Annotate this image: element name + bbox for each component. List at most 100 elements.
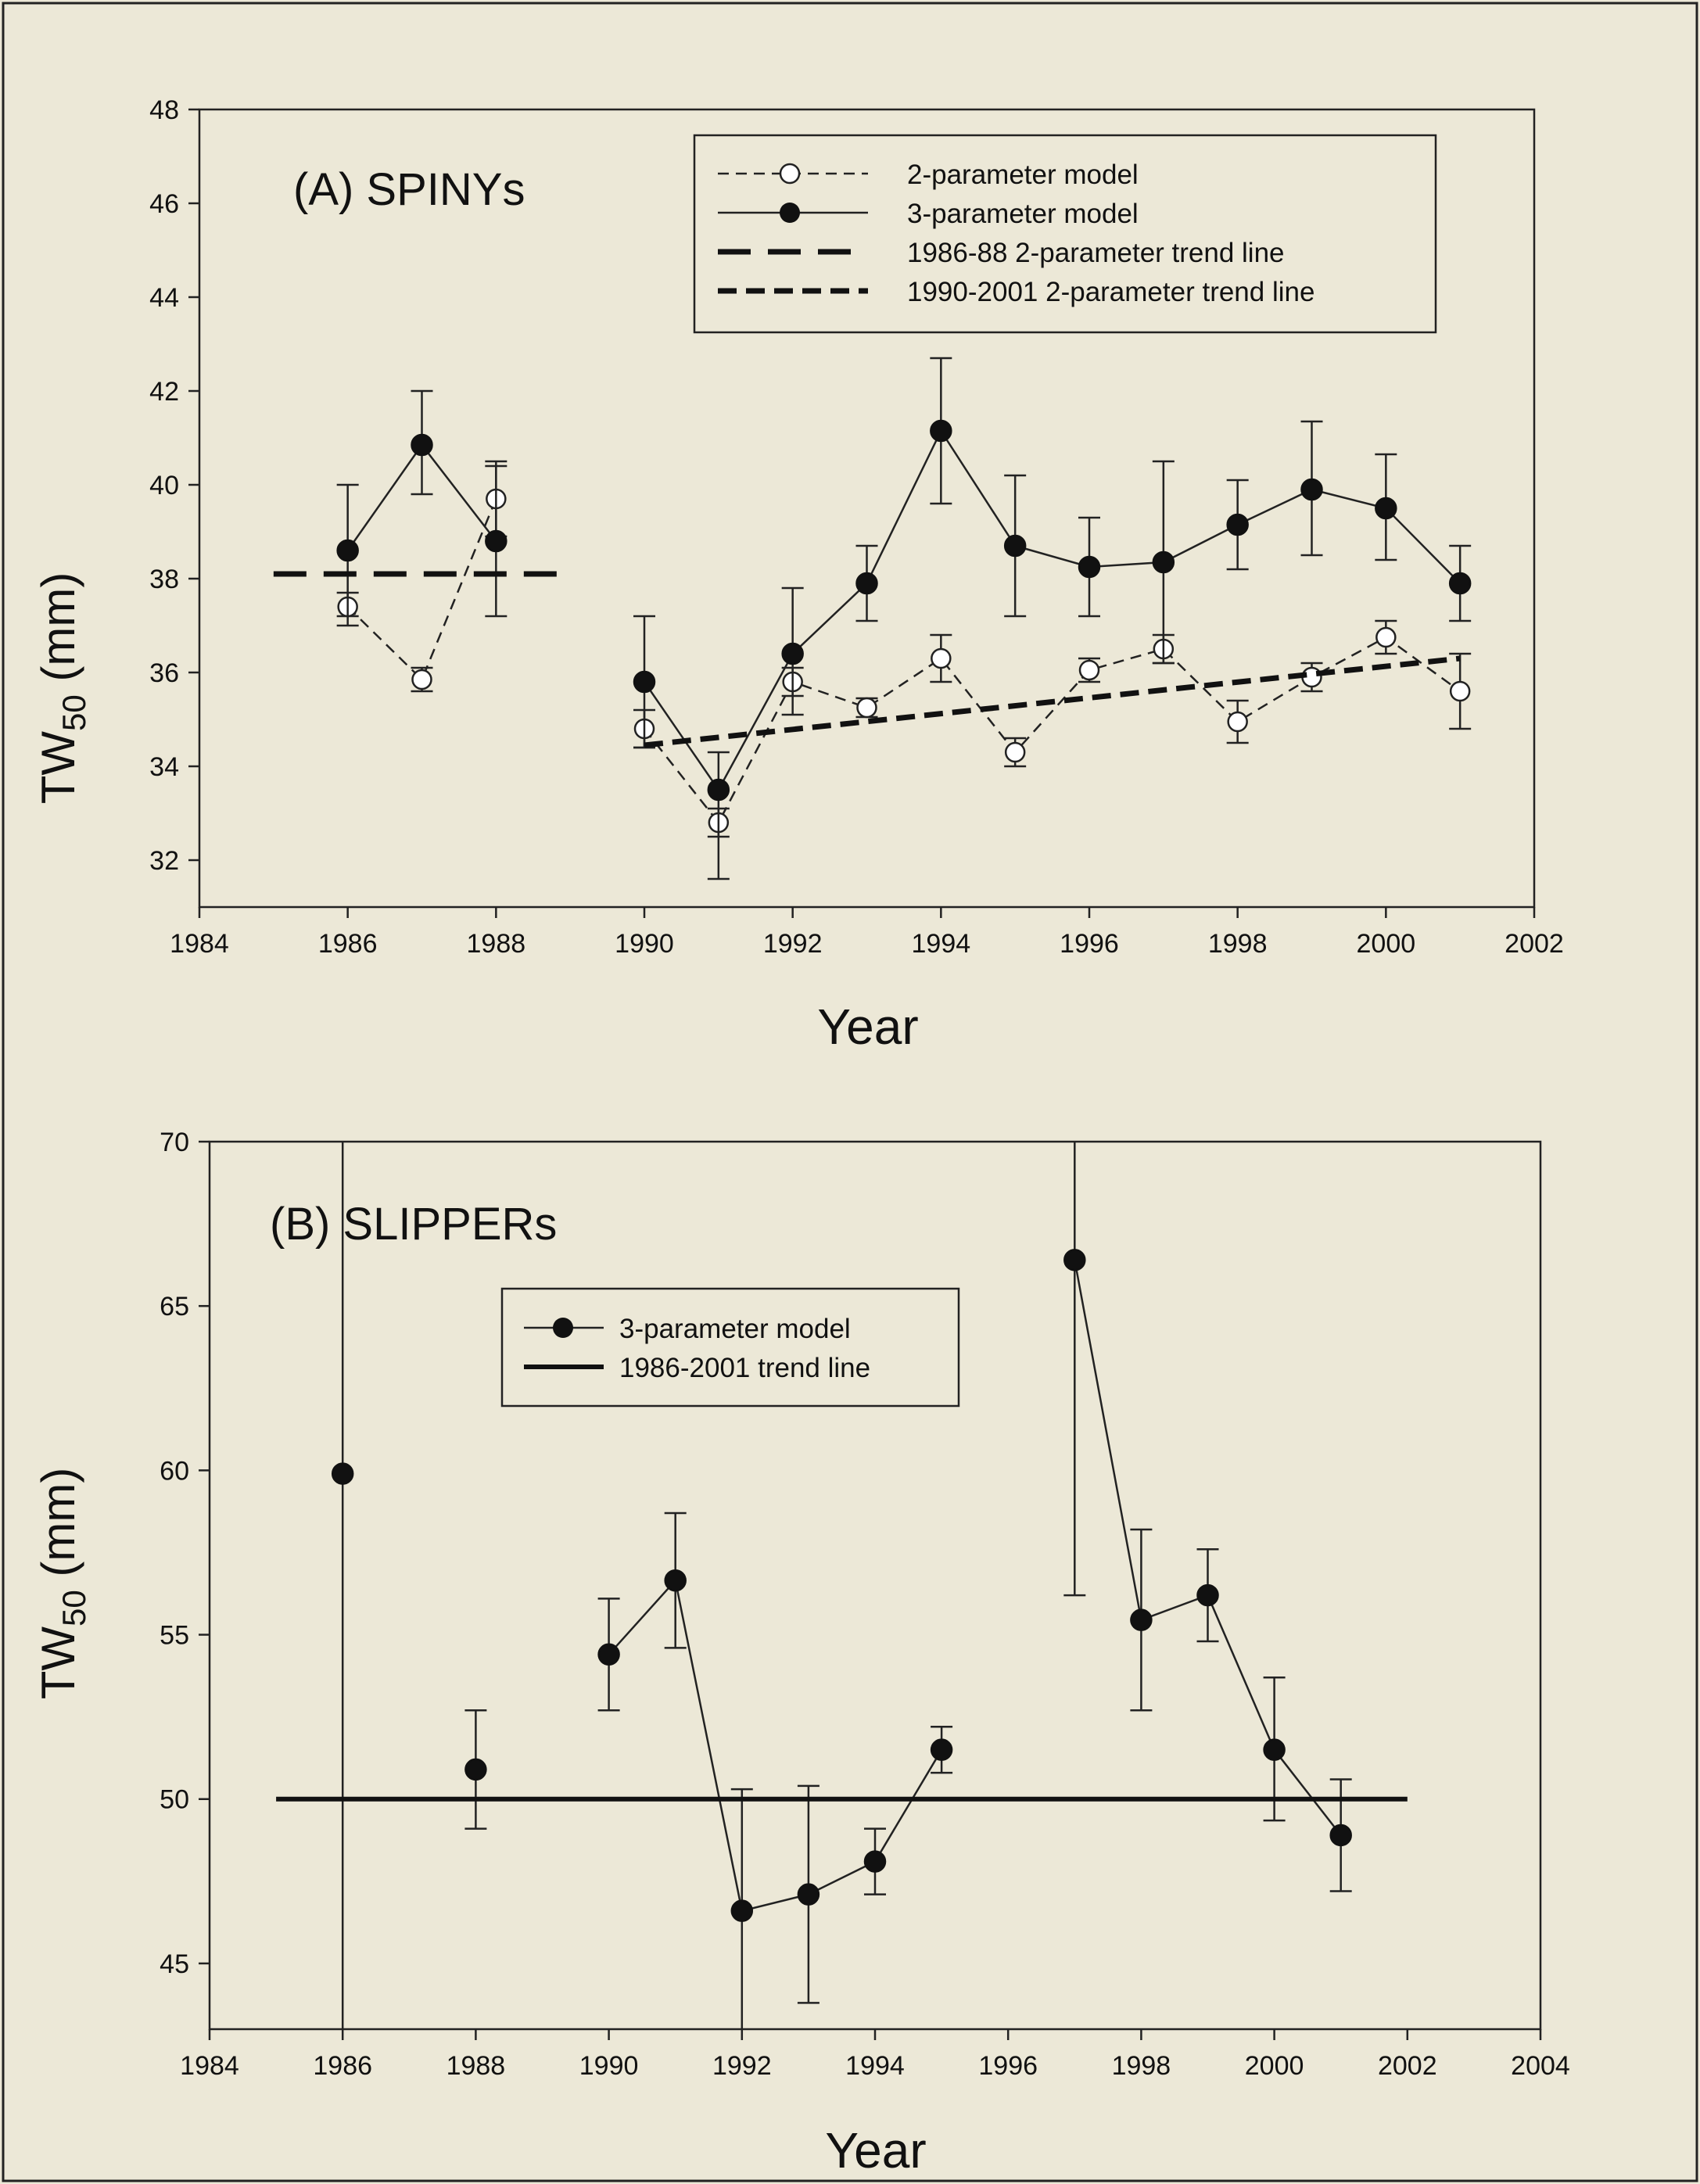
legend-label-slipper-3-parameter-model: 3-parameter model bbox=[619, 1314, 851, 1344]
panel-a-x-tick-label: 1984 bbox=[170, 929, 229, 959]
panel-b-series-line bbox=[1074, 1260, 1342, 1836]
panel-a-y-tick-label: 38 bbox=[149, 565, 179, 594]
panel-a-y-tick-label: 46 bbox=[149, 189, 179, 219]
panel-a-x-tick-label: 1988 bbox=[467, 929, 526, 959]
panel-a-x-tick-label: 2002 bbox=[1505, 929, 1564, 959]
panel-a-data-point bbox=[1004, 741, 1026, 763]
panel-b-slippers: (B) SLIPPERs Year TW50 (mm) 3-parameter … bbox=[32, 1128, 1570, 2179]
panel-a-x-tick-label: 1986 bbox=[318, 929, 378, 959]
panel-b-x-tick-label: 1986 bbox=[313, 2051, 372, 2081]
panel-b-series-line bbox=[608, 1578, 943, 1913]
panel-b-title: (B) SLIPPERs bbox=[270, 1199, 557, 1250]
legend-label-2-parameter-model: 2-parameter model bbox=[907, 160, 1139, 190]
panel-a-trend-line bbox=[644, 655, 1461, 748]
legend-label-1986-88-trend: 1986-88 2-parameter trend line bbox=[907, 238, 1285, 268]
panel-a-series-0 bbox=[336, 460, 1472, 838]
panel-a-y-tick-label: 42 bbox=[149, 377, 179, 407]
panel-b-y-tick-label: 55 bbox=[160, 1621, 189, 1651]
panel-a-data-point bbox=[1227, 711, 1248, 733]
panel-a-y-tick-label: 34 bbox=[149, 752, 179, 782]
panel-a-data-point bbox=[411, 669, 432, 690]
panel-a-data-point bbox=[856, 697, 877, 719]
panel-b-data-point bbox=[664, 1569, 687, 1592]
panel-a-data-point bbox=[1226, 513, 1249, 536]
panel-a-legend: 2-parameter model 3-parameter model 1986… bbox=[693, 134, 1437, 334]
legend-swatch-slipper-3-parameter-marker bbox=[553, 1318, 573, 1338]
panel-b-data-point bbox=[464, 1758, 487, 1781]
legend-label-1986-2001-trend: 1986-2001 trend line bbox=[619, 1353, 870, 1383]
panel-a-y-tick-label: 44 bbox=[149, 283, 179, 313]
panel-a-data-point bbox=[855, 572, 878, 595]
panel-b-x-tick-label: 1992 bbox=[712, 2051, 772, 2081]
panel-b-data-point bbox=[1063, 1249, 1086, 1271]
panel-a-data-point bbox=[1300, 478, 1323, 501]
panel-a-data-point bbox=[1078, 659, 1100, 681]
panel-a-x-tick-label: 1998 bbox=[1208, 929, 1268, 959]
panel-b-x-tick-label: 1984 bbox=[180, 2051, 239, 2081]
panel-a-data-point bbox=[411, 433, 433, 457]
panel-b-y-tick-label: 65 bbox=[160, 1292, 189, 1322]
panel-a-data-point bbox=[1449, 680, 1471, 702]
panel-b-y-tick-label: 50 bbox=[160, 1785, 189, 1815]
panel-b-legend-box bbox=[500, 1287, 960, 1408]
panel-a-x-tick-label: 1990 bbox=[615, 929, 674, 959]
panel-a-spinys: (A) SPINYs Year TW50 (mm) 2-parameter mo… bbox=[32, 95, 1564, 1055]
panel-b-x-axis-title: Year bbox=[825, 2122, 926, 2179]
panel-b-data-point bbox=[730, 1899, 754, 1922]
panel-b-data-point bbox=[1196, 1583, 1219, 1607]
legend-swatch-3-parameter-marker bbox=[780, 203, 800, 223]
panel-b-x-tick-label: 2004 bbox=[1511, 2051, 1570, 2081]
panel-b-plot-frame bbox=[208, 1140, 1542, 2031]
panel-a-data-point bbox=[633, 670, 656, 694]
panel-b-x-tick-label: 2000 bbox=[1245, 2051, 1304, 2081]
panel-b-x-tick-label: 1988 bbox=[447, 2051, 506, 2081]
panel-a-data-point bbox=[336, 539, 359, 562]
panel-a-data-point bbox=[707, 778, 730, 802]
panel-a-x-axis-title: Year bbox=[817, 999, 918, 1055]
panel-b-x-tick-label: 1998 bbox=[1112, 2051, 1171, 2081]
panel-a-series-1 bbox=[336, 357, 1472, 880]
panel-a-data-point bbox=[1152, 550, 1175, 574]
panel-b-data-point bbox=[863, 1850, 887, 1873]
panel-a-y-axis-title: TW50 (mm) bbox=[32, 572, 92, 805]
panel-a-series-line bbox=[346, 498, 497, 682]
panel-a-data-point bbox=[1003, 534, 1027, 558]
legend-swatch-2-parameter-marker bbox=[779, 163, 801, 185]
panel-a-plot-frame bbox=[198, 108, 1536, 909]
legend-label-3-parameter-model: 3-parameter model bbox=[907, 199, 1139, 229]
panel-a-data-point bbox=[485, 529, 507, 553]
panel-a-y-tick-label: 48 bbox=[149, 95, 179, 125]
panel-b-legend: 3-parameter model 1986-2001 trend line bbox=[500, 1287, 960, 1408]
panel-a-axes: 1984 1986 1988 1990 1992 1994 1996 1998 2000 2002… bbox=[149, 95, 1564, 959]
panel-b-data-point bbox=[331, 1462, 354, 1485]
panel-b-axes: 1984 1986 1988 1990 1992 1994 1996 1998 2000 2002… bbox=[160, 1128, 1570, 2081]
panel-b-y-tick-label: 60 bbox=[160, 1456, 189, 1486]
panel-a-x-tick-label: 1992 bbox=[763, 929, 823, 959]
panel-a-data-point bbox=[1448, 572, 1472, 595]
panel-a-series-line bbox=[643, 429, 1461, 792]
panel-b-data-point bbox=[1329, 1824, 1352, 1847]
panel-b-data-point bbox=[1263, 1738, 1286, 1761]
panel-a-x-tick-label: 1996 bbox=[1060, 929, 1119, 959]
panel-a-x-tick-label: 2000 bbox=[1357, 929, 1416, 959]
panel-a-y-tick-label: 36 bbox=[149, 658, 179, 688]
panel-a-y-tick-label: 40 bbox=[149, 471, 179, 500]
panel-a-data-point bbox=[930, 419, 952, 443]
panel-a-data-point bbox=[1375, 626, 1397, 648]
panel-a-series-3 bbox=[644, 655, 1461, 748]
panel-b-y-axis-title: TW50 (mm) bbox=[32, 1468, 92, 1700]
panel-b-x-tick-label: 2002 bbox=[1378, 2051, 1437, 2081]
panel-b-x-tick-label: 1990 bbox=[579, 2051, 639, 2081]
panel-a-data-point bbox=[1078, 555, 1101, 579]
panel-b-data-point bbox=[1130, 1608, 1153, 1631]
panel-b-x-tick-label: 1994 bbox=[845, 2051, 905, 2081]
panel-a-x-tick-label: 1994 bbox=[912, 929, 971, 959]
panel-b-x-tick-label: 1996 bbox=[978, 2051, 1038, 2081]
panel-b-y-tick-label: 45 bbox=[160, 1949, 189, 1979]
panel-a-data-point bbox=[781, 642, 804, 665]
panel-a-y-tick-label: 32 bbox=[149, 846, 179, 876]
panel-a-data-point bbox=[931, 647, 952, 669]
